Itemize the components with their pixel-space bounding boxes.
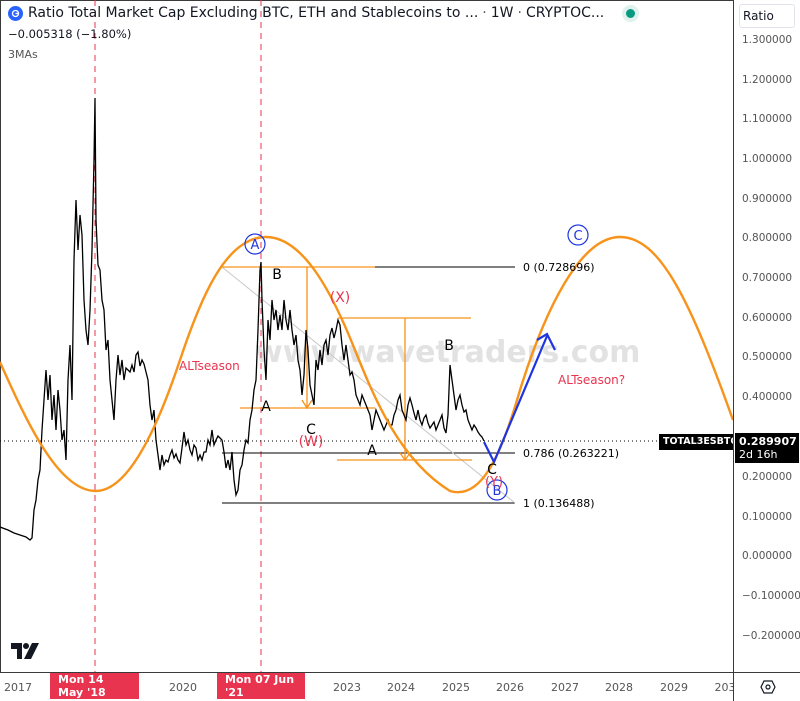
- wave-label-A-circle: A: [251, 238, 260, 253]
- price-tick: 0.800000: [742, 232, 793, 244]
- study-legend-3mas[interactable]: 3MAs: [8, 48, 38, 61]
- date-badge-2021: Mon 07 Jun '21: [217, 673, 305, 699]
- price-change: −0.005318 (−1.80%): [8, 27, 132, 41]
- price-tick: 0.400000: [742, 391, 793, 403]
- wave-label-X: (X): [330, 290, 351, 306]
- wave-label-B1: B: [272, 267, 282, 283]
- price-tick: 0.900000: [742, 193, 793, 205]
- tradingview-logo-icon[interactable]: [11, 643, 41, 663]
- wave-label-A1: A: [261, 399, 271, 415]
- price-tick: 0.200000: [742, 471, 793, 483]
- symbol-logo-icon: [8, 5, 23, 21]
- exchange-label: CRYPTOC...: [525, 5, 605, 21]
- price-tick: 1.200000: [742, 74, 793, 86]
- separator: ·: [482, 5, 487, 21]
- price-tick: 0.700000: [742, 272, 793, 284]
- time-tick: 2023: [333, 681, 361, 694]
- time-tick: 2028: [605, 681, 633, 694]
- time-tick: 2024: [387, 681, 415, 694]
- chart-plot-area[interactable]: www.wavetraders.com: [0, 0, 742, 672]
- time-tick: 2025: [442, 681, 470, 694]
- time-axis[interactable]: 2017 2020 2023 2024 2025 2026 2027 2028 …: [0, 672, 736, 701]
- time-tick: 2020: [169, 681, 197, 694]
- altseason-label-left: ALTseason: [179, 359, 240, 373]
- chart-canvas[interactable]: www.wavetraders.com: [0, 0, 733, 672]
- time-tick: 2017: [4, 681, 32, 694]
- last-price-badge: 0.289907 2d 16h: [735, 433, 799, 463]
- altseason-label-right: ALTseason?: [558, 373, 625, 387]
- projection-arrow[interactable]: [483, 332, 556, 465]
- wave-label-C1: C: [306, 422, 316, 438]
- price-tick: 0.100000: [742, 511, 793, 523]
- symbol-title: Ratio Total Market Cap Excluding BTC, ET…: [28, 5, 479, 21]
- chart-settings-button[interactable]: [733, 672, 800, 701]
- price-tick: −0.200000: [742, 630, 800, 642]
- time-tick: 203: [714, 681, 736, 694]
- wave-label-W: (W): [299, 434, 324, 450]
- price-tick: 0.000000: [742, 550, 793, 562]
- wave-label-C-circle: C: [573, 229, 582, 244]
- price-axis[interactable]: Ratio 1.300000 1.200000 1.100000 1.00000…: [733, 0, 800, 672]
- time-tick: 2027: [551, 681, 579, 694]
- price-tick: −0.100000: [742, 590, 800, 602]
- price-tick: 0.600000: [742, 312, 793, 324]
- interval-label[interactable]: 1W: [490, 5, 514, 21]
- wave-label-C2: C: [487, 462, 497, 478]
- price-series: [0, 97, 485, 541]
- last-price-value: 0.289907: [739, 435, 797, 448]
- fib-label-1: 1 (0.136488): [523, 497, 595, 510]
- market-status-icon[interactable]: [626, 8, 636, 18]
- measured-move-drawings[interactable]: [222, 266, 472, 462]
- price-tick: 1.000000: [742, 153, 793, 165]
- fib-label-0786: 0.786 (0.263221): [523, 447, 619, 460]
- settings-gear-icon: [759, 680, 776, 694]
- wave-label-A2: A: [367, 443, 377, 459]
- wave-label-B-circle: B: [493, 484, 502, 499]
- date-badge-2018: Mon 14 May '18: [50, 673, 139, 699]
- time-tick: 2029: [660, 681, 688, 694]
- symbol-legend[interactable]: Ratio Total Market Cap Excluding BTC, ET…: [8, 5, 636, 21]
- price-tick: 0.500000: [742, 351, 793, 363]
- wave-label-Y: (Y): [485, 475, 503, 490]
- price-tick: 1.100000: [742, 113, 793, 125]
- altseason-cycle-curve[interactable]: [0, 235, 733, 494]
- symbol-price-tag: TOTAL3ESBTC: [659, 434, 742, 450]
- price-tick: 1.300000: [742, 34, 793, 46]
- fib-label-0: 0 (0.728696): [523, 261, 595, 274]
- ratio-mode-button[interactable]: Ratio: [739, 4, 795, 28]
- wave-labels: A C B B A C (W) (X) A B C (Y) ALTseason …: [179, 224, 625, 510]
- separator: ·: [517, 5, 522, 21]
- wave-label-B2: B: [444, 338, 454, 354]
- time-tick: 2026: [496, 681, 524, 694]
- bar-countdown: 2d 16h: [739, 448, 778, 461]
